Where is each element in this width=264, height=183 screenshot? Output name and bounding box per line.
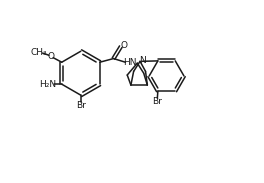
Text: H₂N: H₂N	[39, 80, 56, 89]
Text: O: O	[120, 41, 128, 50]
Text: Br: Br	[152, 97, 162, 106]
Text: Br: Br	[76, 101, 86, 110]
Text: O: O	[47, 52, 54, 61]
Text: HN: HN	[123, 58, 136, 67]
Text: N: N	[139, 56, 146, 65]
Text: CH₃: CH₃	[31, 48, 47, 57]
